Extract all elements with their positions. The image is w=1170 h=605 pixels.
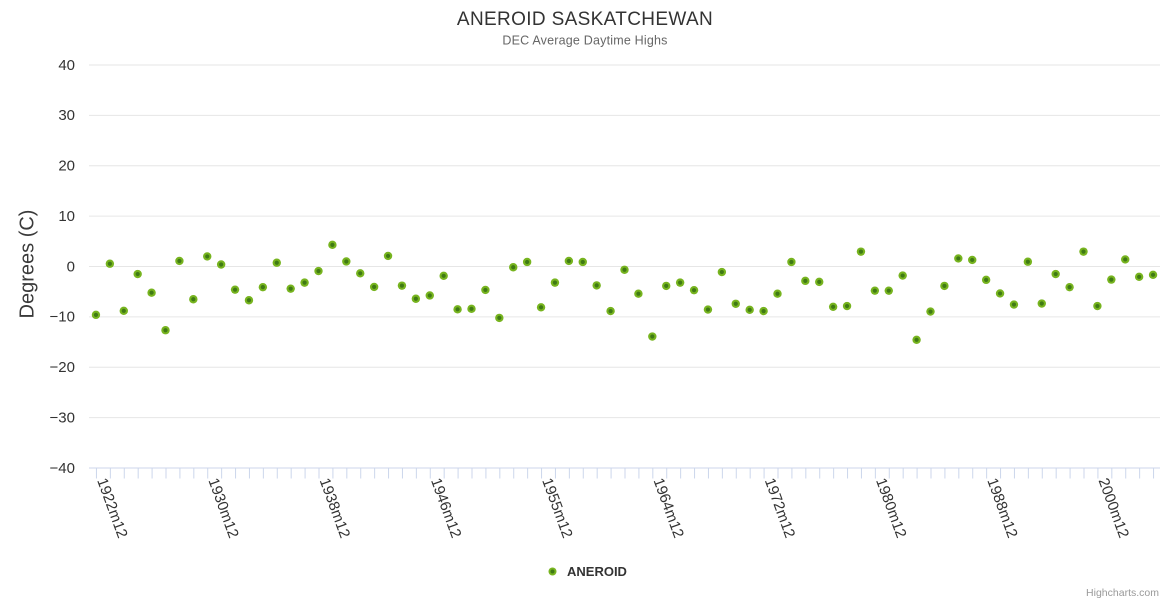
svg-text:−40: −40 [50,460,75,477]
svg-text:0: 0 [67,258,75,275]
svg-text:−10: −10 [50,309,75,326]
svg-text:Highcharts.com: Highcharts.com [1086,587,1159,599]
svg-text:−30: −30 [50,409,75,426]
svg-text:20: 20 [58,158,75,175]
svg-text:40: 40 [58,57,75,74]
svg-text:10: 10 [58,208,75,225]
svg-text:ANEROID SASKATCHEWAN: ANEROID SASKATCHEWAN [457,9,713,30]
svg-text:ANEROID: ANEROID [567,564,627,579]
svg-text:−20: −20 [50,359,75,376]
svg-text:30: 30 [58,107,75,124]
svg-text:Degrees (C): Degrees (C) [17,210,39,319]
svg-text:DEC Average Daytime Highs: DEC Average Daytime Highs [502,34,667,48]
